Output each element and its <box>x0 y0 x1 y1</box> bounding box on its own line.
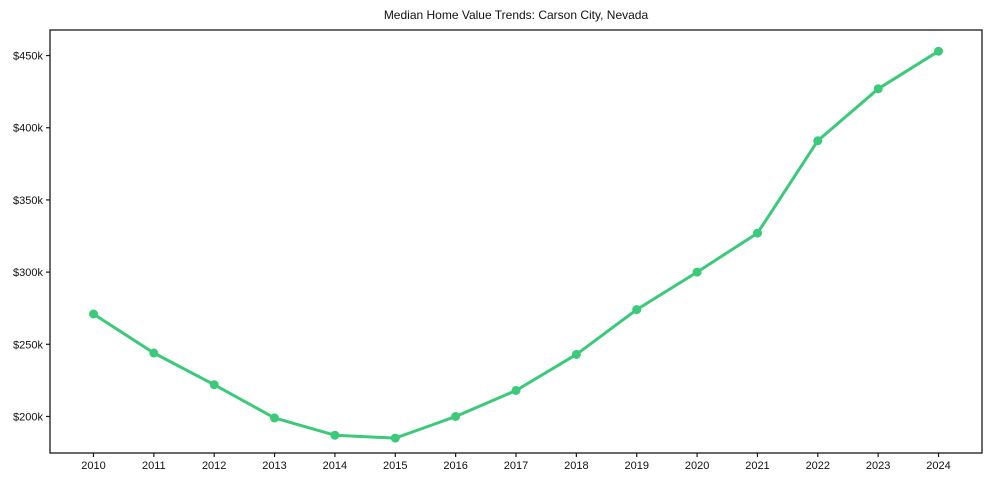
x-axis-tick-label: 2014 <box>323 460 347 472</box>
data-point-2023 <box>873 84 883 94</box>
y-axis-tick-label: $300k <box>13 267 43 279</box>
chart-title: Median Home Value Trends: Carson City, N… <box>383 8 649 22</box>
data-point-2018 <box>571 349 581 359</box>
x-axis-tick-label: 2013 <box>262 460 286 472</box>
x-axis-tick-label: 2010 <box>81 460 105 472</box>
data-point-2020 <box>692 267 702 277</box>
x-axis-tick-label: 2017 <box>504 460 528 472</box>
x-axis-tick-label: 2020 <box>685 460 709 472</box>
y-axis-tick-label: $400k <box>13 123 43 135</box>
x-axis-tick-label: 2012 <box>202 460 226 472</box>
data-point-2010 <box>89 309 98 319</box>
y-axis-tick-label: $450k <box>13 51 43 63</box>
x-axis-tick-label: 2021 <box>745 460 769 472</box>
trend-line <box>92 49 940 440</box>
data-point-2017 <box>511 386 521 395</box>
data-point-2015 <box>390 433 400 443</box>
x-axis-tick-label: 2022 <box>806 460 830 472</box>
data-point-2012 <box>209 380 219 390</box>
y-axis-tick-label: $350k <box>13 195 43 207</box>
data-point-2013 <box>270 413 279 423</box>
data-point-2011 <box>149 348 159 358</box>
x-axis-tick-label: 2024 <box>926 460 950 472</box>
x-axis-tick-label: 2023 <box>866 460 890 472</box>
y-axis-tick-label: $250k <box>13 339 43 351</box>
data-point-2022 <box>813 136 823 146</box>
x-axis-tick-label: 2015 <box>383 460 407 472</box>
data-point-2021 <box>753 228 762 238</box>
x-axis-tick-label: 2018 <box>564 460 588 472</box>
y-axis-tick-label: $200k <box>13 411 43 423</box>
data-point-2024 <box>934 46 943 56</box>
data-point-2014 <box>330 430 340 440</box>
data-point-2016 <box>451 412 461 421</box>
x-axis-tick-label: 2011 <box>142 460 166 472</box>
x-axis-tick-label: 2019 <box>624 460 648 472</box>
x-axis-tick-label: 2016 <box>443 460 467 472</box>
data-point-2019 <box>632 305 642 315</box>
